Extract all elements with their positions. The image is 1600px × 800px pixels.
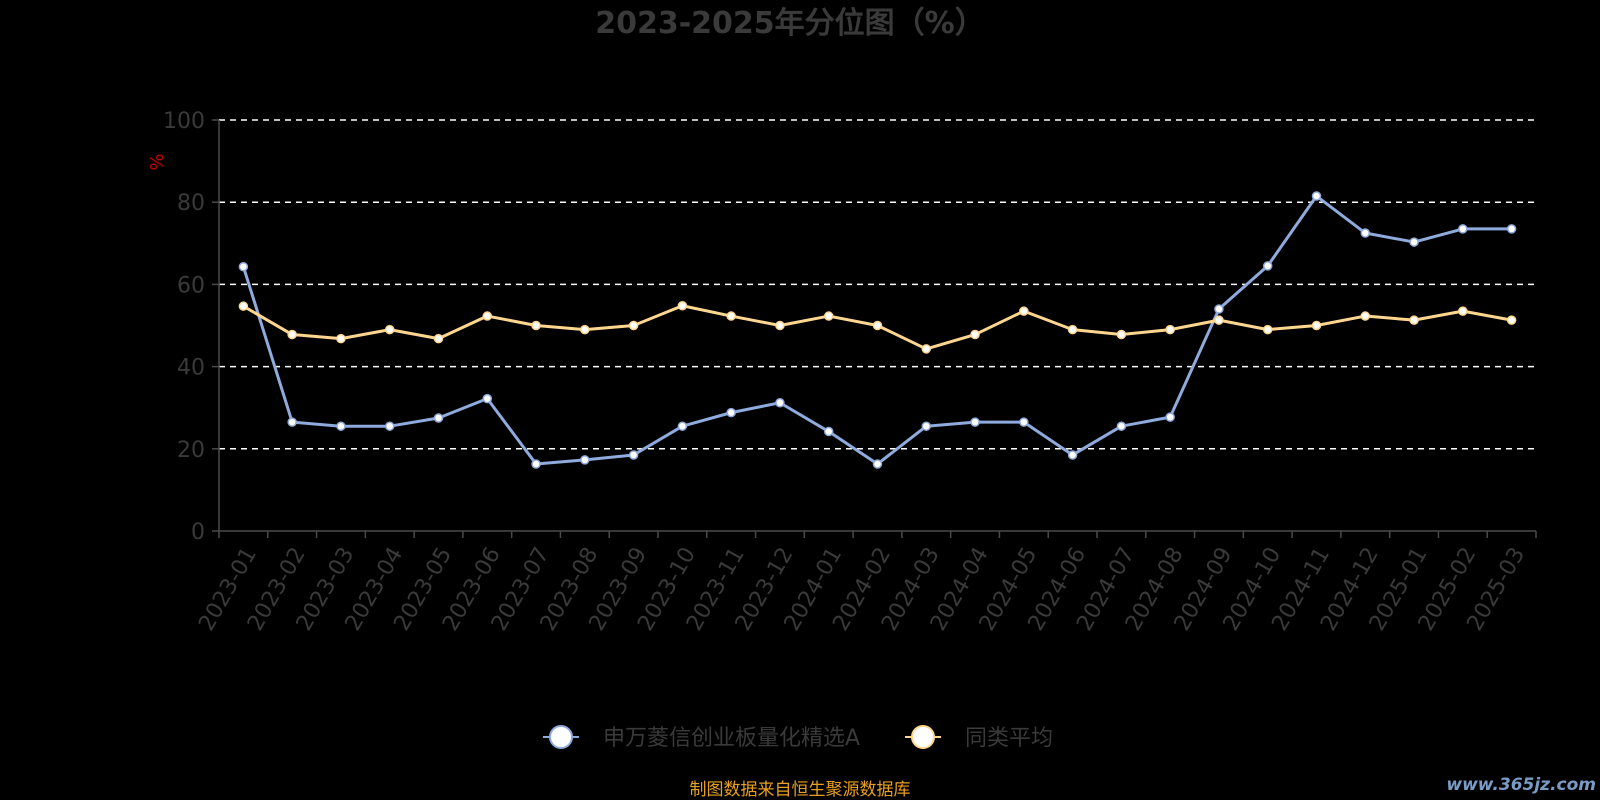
data-point bbox=[872, 459, 883, 469]
data-point bbox=[1360, 311, 1371, 321]
data-point bbox=[1214, 304, 1224, 314]
data-point bbox=[531, 459, 541, 469]
data-point bbox=[1458, 306, 1468, 316]
data-point bbox=[872, 320, 883, 331]
data-point bbox=[628, 320, 639, 331]
data-point bbox=[1262, 324, 1273, 335]
y-tick-label: 80 bbox=[177, 191, 205, 216]
chart-title: 2023-2025年分位图（%） bbox=[595, 6, 985, 41]
data-point bbox=[1506, 224, 1517, 234]
legend-label: 同类平均 bbox=[965, 726, 1053, 751]
data-point bbox=[580, 324, 590, 335]
data-point bbox=[1409, 237, 1419, 247]
data-point bbox=[1067, 450, 1078, 460]
data-point bbox=[775, 398, 785, 408]
source-note: 制图数据来自恒生聚源数据库 bbox=[690, 780, 911, 800]
data-point bbox=[1019, 306, 1029, 316]
y-tick-label: 0 bbox=[191, 520, 205, 545]
data-point bbox=[970, 417, 980, 427]
data-point bbox=[531, 320, 541, 331]
series-lines bbox=[238, 191, 1517, 469]
data-point bbox=[1506, 315, 1517, 325]
data-point bbox=[1360, 228, 1371, 238]
data-point bbox=[823, 311, 834, 321]
legend-label: 申万菱信创业板量化精选A bbox=[603, 726, 860, 751]
data-point bbox=[1262, 261, 1273, 271]
data-point bbox=[433, 413, 444, 423]
data-point bbox=[238, 261, 249, 272]
data-point bbox=[580, 455, 590, 465]
y-tick-label: 100 bbox=[163, 109, 205, 134]
data-point bbox=[433, 333, 444, 344]
data-point bbox=[384, 324, 395, 335]
y-tick-label: 40 bbox=[177, 356, 205, 381]
data-point bbox=[1165, 412, 1175, 422]
data-point bbox=[823, 426, 834, 437]
data-point bbox=[1165, 324, 1175, 335]
data-point bbox=[970, 329, 980, 340]
data-point bbox=[482, 311, 493, 321]
data-point bbox=[775, 320, 785, 331]
data-point bbox=[238, 301, 249, 311]
data-point bbox=[1409, 315, 1419, 325]
data-point bbox=[726, 311, 736, 321]
data-point bbox=[384, 421, 395, 431]
legend-marker bbox=[549, 725, 573, 749]
gridlines bbox=[219, 119, 1536, 450]
data-point bbox=[628, 450, 639, 460]
data-point bbox=[482, 393, 493, 404]
data-point bbox=[726, 407, 736, 418]
data-point bbox=[1116, 421, 1127, 431]
data-point bbox=[1116, 329, 1127, 340]
legend-marker bbox=[911, 725, 935, 749]
data-point bbox=[287, 329, 297, 340]
axes: 0204060801002023-012023-022023-032023-04… bbox=[163, 109, 1537, 635]
data-point bbox=[336, 333, 346, 344]
data-point bbox=[677, 301, 688, 311]
data-point bbox=[921, 421, 932, 431]
legend: 申万菱信创业板量化精选A 同类平均 bbox=[543, 725, 1053, 751]
data-point bbox=[1311, 320, 1322, 331]
data-point bbox=[1067, 324, 1078, 335]
y-tick-label: 60 bbox=[177, 273, 205, 298]
watermark: www.365jz.com bbox=[1446, 775, 1596, 795]
data-point bbox=[1214, 315, 1224, 325]
data-point bbox=[287, 417, 297, 427]
y-axis-label: % bbox=[147, 153, 168, 170]
y-tick-label: 20 bbox=[177, 438, 205, 463]
data-point bbox=[921, 344, 932, 354]
data-point bbox=[677, 421, 688, 431]
data-point bbox=[1458, 224, 1468, 234]
data-point bbox=[1019, 417, 1029, 427]
data-point bbox=[1311, 191, 1322, 201]
data-point bbox=[336, 421, 346, 431]
